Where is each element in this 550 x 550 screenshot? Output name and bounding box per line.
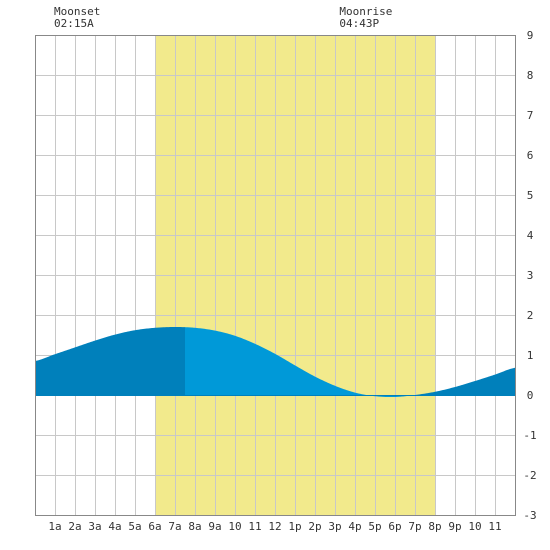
y-axis-labels: -3 -2 -1 0 1 2 3 4 5 6 7 8 9 — [523, 29, 536, 522]
x-tick-label: 1a — [48, 520, 61, 533]
moonrise-time: 04:43P — [339, 17, 380, 30]
y-tick-label: 2 — [527, 309, 534, 322]
x-axis-labels: 1a 2a 3a 4a 5a 6a 7a 8a 9a 10 11 12 1p 2p 3p 4p 5p 6p 7p 8p… — [48, 520, 501, 533]
x-tick-label: 10 — [468, 520, 481, 533]
y-tick-label: -3 — [523, 509, 536, 522]
y-tick-label: 0 — [527, 389, 534, 402]
x-tick-label: 2a — [68, 520, 81, 533]
y-tick-label: 9 — [527, 29, 534, 42]
x-tick-label: 11 — [488, 520, 501, 533]
moonset-time: 02:15A — [54, 17, 94, 30]
y-tick-label: 6 — [527, 149, 534, 162]
x-tick-label: 1p — [288, 520, 301, 533]
moonrise-annotation: Moonrise 04:43P — [339, 6, 392, 30]
x-tick-label: 9a — [208, 520, 221, 533]
y-tick-label: 8 — [527, 69, 534, 82]
y-tick-label: 3 — [527, 269, 534, 282]
x-tick-label: 5a — [128, 520, 141, 533]
moonset-annotation: Moonset 02:15A — [54, 6, 100, 30]
x-tick-label: 6a — [148, 520, 161, 533]
x-tick-label: 11 — [248, 520, 261, 533]
tide-area-falling — [185, 327, 410, 398]
x-tick-label: 7p — [408, 520, 421, 533]
x-tick-label: 10 — [228, 520, 241, 533]
x-tick-label: 5p — [368, 520, 381, 533]
x-tick-label: 4p — [348, 520, 361, 533]
y-tick-label: 5 — [527, 189, 534, 202]
moonset-label: Moonset — [54, 5, 101, 18]
tide-area-night-rising-evening — [410, 367, 515, 396]
y-tick-label: 7 — [527, 109, 534, 122]
x-tick-label: 2p — [308, 520, 321, 533]
x-tick-label: 8p — [428, 520, 441, 533]
grid-lines — [35, 35, 515, 516]
y-tick-label: 4 — [527, 229, 534, 242]
tide-area-night-rising — [35, 327, 185, 395]
x-tick-label: 6p — [388, 520, 401, 533]
y-tick-label: -1 — [523, 429, 536, 442]
x-tick-label: 12 — [268, 520, 281, 533]
tide-area — [35, 327, 515, 398]
x-tick-label: 4a — [108, 520, 121, 533]
moonrise-label: Moonrise — [339, 5, 393, 18]
x-tick-label: 7a — [168, 520, 181, 533]
x-tick-label: 3a — [88, 520, 101, 533]
plot-border — [35, 35, 516, 516]
y-tick-label: 1 — [527, 349, 534, 362]
y-tick-label: -2 — [523, 469, 536, 482]
x-tick-label: 3p — [328, 520, 341, 533]
x-tick-label: 8a — [188, 520, 201, 533]
x-tick-label: 9p — [448, 520, 461, 533]
